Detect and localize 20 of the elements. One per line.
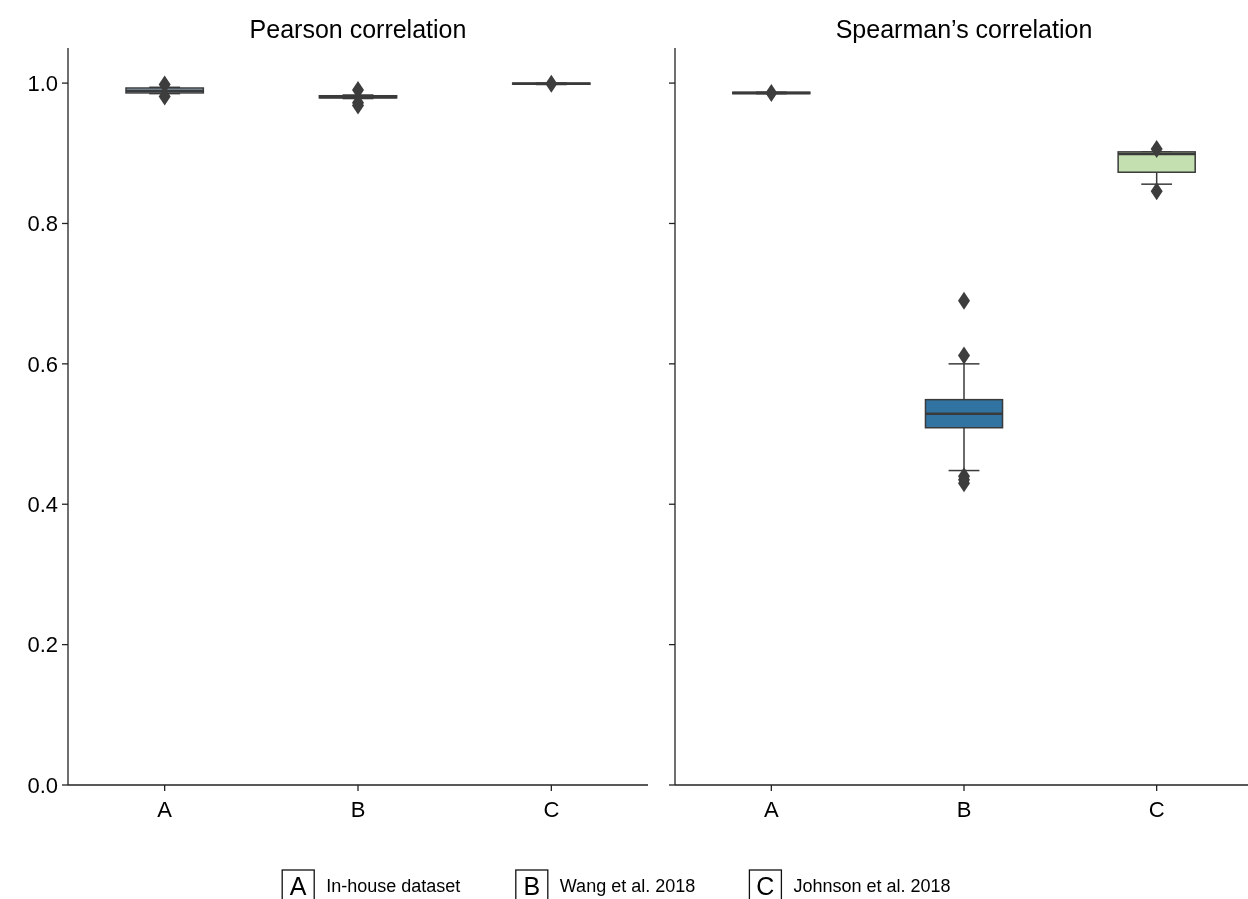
x-tick-label: A	[157, 797, 173, 822]
x-tick-label: C	[543, 797, 560, 822]
y-tick-label: 0.0	[27, 772, 58, 798]
x-tick-label: B	[350, 797, 366, 822]
y-tick-label: 1.0	[27, 70, 58, 96]
letter-box: B	[515, 869, 549, 899]
y-tick-label: 0.6	[27, 351, 58, 377]
chart-title: Pearson correlation	[249, 15, 467, 43]
text: Wang et al. 2018	[559, 876, 696, 896]
letter-box: A	[281, 869, 315, 899]
x-tick-label: B	[956, 797, 972, 822]
x-tick-label: C	[1148, 797, 1165, 822]
y-tick-label: 0.8	[27, 211, 58, 237]
chart-title: Spearman’s correlation	[835, 15, 1093, 43]
x-tick-label: A	[763, 797, 779, 822]
y-tick-label: 0.2	[27, 632, 58, 658]
y-tick-label: 0.4	[27, 491, 58, 517]
text: In-house dataset	[326, 876, 461, 896]
letter-box: C	[748, 869, 783, 899]
text: Johnson et al. 2018	[793, 876, 951, 896]
